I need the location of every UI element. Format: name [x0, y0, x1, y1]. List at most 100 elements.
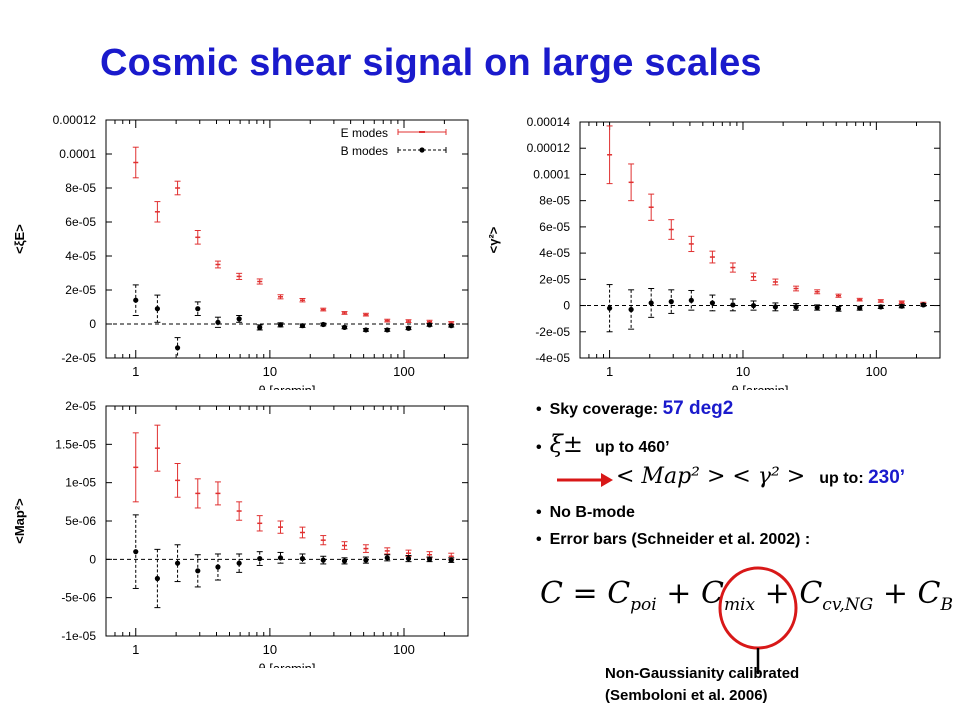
y-tick-label: 4e-05 — [539, 246, 570, 260]
formula-term: C — [917, 576, 941, 611]
b-mode-point — [730, 302, 736, 308]
y-tick-label: 2e-05 — [65, 283, 96, 297]
xi-e-plot: -2e-05 0 2e-05 4e-05 6e-05 8e-05 0.0001 0.00012… — [12, 113, 469, 390]
formula-term: C — [700, 576, 724, 611]
legend-label: E modes — [341, 126, 388, 140]
map-expression: < Map² > < γ² > — [616, 464, 806, 489]
x-tick-label: 1 — [132, 364, 139, 379]
x-tick-label: 100 — [393, 364, 415, 379]
b-mode-point — [341, 558, 348, 564]
bullet-dot: • — [536, 401, 542, 418]
b-mode-point — [257, 555, 263, 562]
plot-frame — [105, 405, 469, 637]
map-text: up to: — [819, 470, 864, 487]
y-tick-label: -2e-05 — [61, 351, 96, 365]
b-mode-point — [899, 303, 905, 309]
x-tick-label: 10 — [736, 364, 750, 379]
b-mode-point — [195, 568, 201, 574]
formula-subscript: poi — [630, 595, 657, 615]
formula-term: C — [799, 576, 823, 611]
bullet-error-bars: • Error bars (Schneider et al. 2002) : — [536, 531, 810, 549]
y-tick-label: 5e-06 — [65, 514, 96, 528]
y-tick-label: 0 — [89, 317, 96, 331]
b-mode-point — [257, 324, 263, 330]
xi-symbol: ξ± — [549, 430, 583, 458]
formula-subscript: B — [940, 595, 953, 615]
y-tick-label: 0.0001 — [59, 147, 96, 161]
y-tick-label: 8e-05 — [65, 181, 96, 195]
b-mode-point — [426, 322, 433, 328]
legend-marker — [419, 147, 425, 153]
b-mode-point — [814, 304, 820, 311]
map-value: 230’ — [868, 467, 906, 488]
bullet-dot: • — [536, 439, 542, 456]
bullet-sky-coverage: • Sky coverage: 57 deg2 — [536, 398, 733, 420]
y-tick-label: 0.00014 — [527, 115, 571, 129]
b-mode-point — [133, 297, 139, 303]
b-mode-point — [750, 302, 757, 309]
b-mode-point — [709, 300, 716, 306]
xi-text: up to 460’ — [594, 439, 670, 456]
plot-frame — [105, 119, 469, 359]
b-mode-point — [668, 299, 674, 305]
non-gaussianity-note: Non-Gaussianity calibrated (Semboloni et… — [605, 663, 799, 707]
b-mode-point — [174, 345, 181, 351]
x-tick-label: 1 — [132, 642, 139, 657]
b-mode-point — [835, 306, 842, 312]
b-mode-point — [320, 321, 326, 328]
b-mode-point — [195, 306, 201, 312]
b-mode-point — [236, 560, 242, 566]
formula-equals: = — [572, 576, 598, 611]
b-mode-point — [341, 324, 348, 330]
y-tick-label: 0 — [89, 552, 96, 566]
sky-value: 57 deg2 — [662, 398, 734, 419]
y-tick-label: 0.0001 — [533, 167, 570, 181]
y-tick-label: -5e-06 — [61, 591, 96, 605]
b-mode-point — [154, 306, 160, 312]
b-mode-point — [215, 319, 221, 325]
b-mode-point — [405, 325, 412, 331]
no-bmode-text: No B-mode — [549, 504, 635, 521]
b-mode-point — [648, 300, 654, 306]
b-mode-point — [628, 306, 634, 313]
y-tick-label: 6e-05 — [539, 220, 570, 234]
red-arrow-icon — [557, 473, 613, 487]
b-mode-point — [384, 555, 390, 561]
y-tick-label: 0 — [563, 299, 570, 313]
b-mode-point — [363, 557, 369, 563]
slide-title: Cosmic shear signal on large scales — [100, 42, 762, 84]
b-mode-point — [920, 302, 926, 308]
x-axis-label: θ [arcmin] — [731, 383, 788, 390]
formula-subscript: cv,NG — [822, 595, 874, 615]
error-bars-text: Error bars (Schneider et al. 2002) : — [549, 531, 811, 548]
y-tick-label: -2e-05 — [535, 325, 570, 339]
b-mode-point — [426, 556, 433, 562]
y-tick-label: 4e-05 — [65, 249, 96, 263]
x-axis-label: θ [arcmin] — [258, 661, 315, 668]
y-tick-label: 1e-05 — [65, 476, 96, 490]
sky-label: Sky coverage: — [549, 401, 659, 418]
gamma2-plot: -4e-05 -2e-05 0 2e-05 4e-05 6e-05 8e-05 0.0001 0… — [486, 115, 941, 390]
x-tick-label: 1 — [606, 364, 613, 379]
y-tick-label: -1e-05 — [61, 629, 96, 643]
y-tick-label: 2e-05 — [539, 272, 570, 286]
formula-plus: + — [666, 576, 692, 611]
b-mode-point — [236, 316, 242, 322]
plot-frame — [579, 121, 941, 359]
b-mode-point — [299, 323, 306, 329]
y-axis-label: <γ²> — [486, 226, 501, 253]
b-mode-point — [857, 305, 863, 311]
y-tick-label: 0.00012 — [53, 113, 97, 127]
bullet-dot: • — [536, 531, 542, 548]
note-line-1: Non-Gaussianity calibrated — [605, 665, 800, 682]
b-mode-point — [299, 555, 306, 562]
b-mode-point — [133, 549, 139, 555]
y-tick-label: 8e-05 — [539, 194, 570, 208]
y-axis-label: <ξE> — [12, 224, 27, 254]
x-axis-label: θ [arcmin] — [258, 383, 315, 390]
b-mode-point — [174, 560, 181, 566]
b-mode-point — [688, 297, 694, 303]
note-line-2: (Semboloni et al. 2006) — [605, 687, 768, 704]
bullet-map-range: < Map² > < γ² > up to: 230’ — [616, 464, 905, 489]
x-tick-label: 100 — [866, 364, 888, 379]
